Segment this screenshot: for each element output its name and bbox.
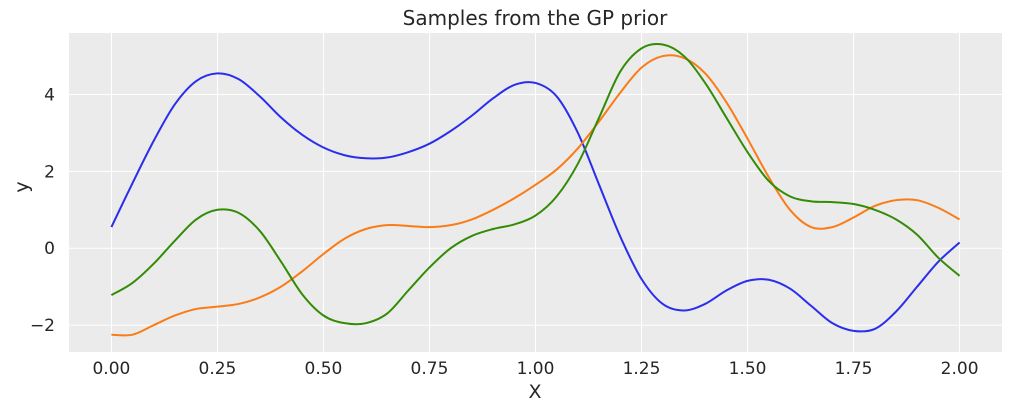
y-tick-label: 4 (44, 85, 55, 105)
x-tick-label: 1.25 (623, 359, 661, 379)
sample-line-2 (111, 54, 961, 337)
grid-lines (69, 33, 1002, 352)
y-tick-label: 2 (44, 162, 55, 182)
y-axis-label: y (11, 181, 33, 192)
sample-line-3 (110, 42, 961, 326)
x-tick-label: 1.00 (517, 359, 555, 379)
x-tick-label: 0.50 (305, 359, 343, 379)
chart-title: Samples from the GP prior (403, 6, 668, 30)
x-tick-label: 0.00 (92, 359, 130, 379)
y-tick-label: 0 (44, 239, 55, 259)
y-tick-labels: −2 0 2 4 (30, 85, 55, 336)
x-tick-labels: 0.00 0.25 0.50 0.75 1.00 1.25 1.50 1.75 2.00 (92, 359, 978, 379)
x-tick-label: 1.75 (835, 359, 873, 379)
x-axis-label: X (528, 381, 541, 403)
series-lines (110, 42, 961, 337)
x-tick-label: 0.75 (411, 359, 449, 379)
x-tick-label: 0.25 (199, 359, 237, 379)
x-tick-label: 1.50 (729, 359, 767, 379)
sample-line-1 (110, 72, 961, 333)
x-tick-label: 2.00 (941, 359, 979, 379)
y-tick-label: −2 (30, 316, 55, 336)
